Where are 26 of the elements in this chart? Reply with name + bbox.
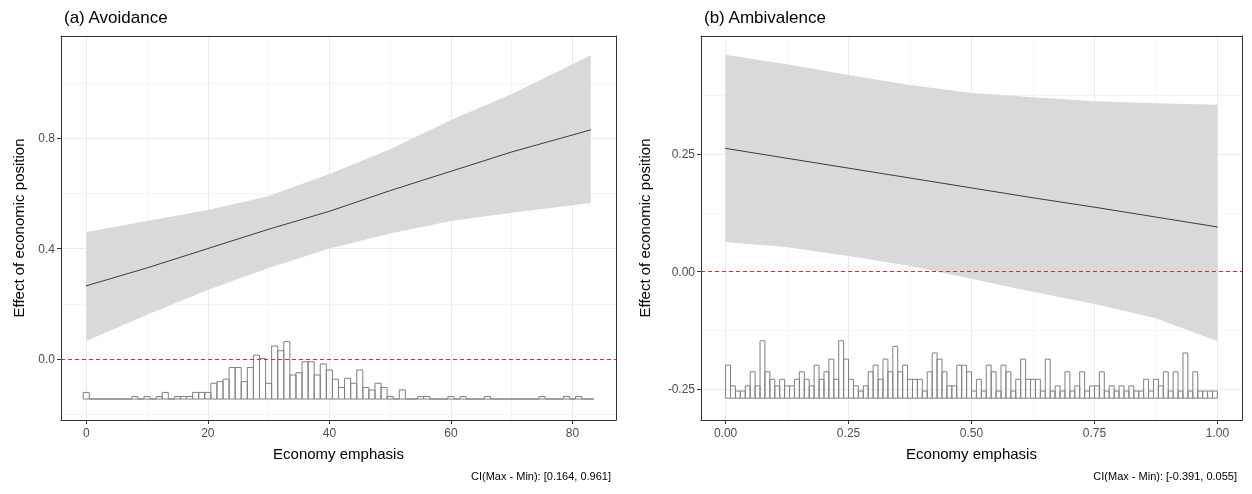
- y-tick-label: 0.00: [671, 264, 696, 279]
- x-axis-title: Economy emphasis: [273, 445, 404, 462]
- chart-title: (a) Avoidance: [64, 8, 168, 27]
- text: CI(Max - Min): [-0.391, 0.055]: [1093, 469, 1238, 482]
- x-tick-label: 0: [82, 426, 90, 440]
- chart-title: (b) Ambivalence: [704, 8, 826, 27]
- y-axis-title: Effect of economic position: [636, 138, 653, 318]
- y-tick-label: 0.25: [671, 147, 696, 162]
- x-tick-label: 20: [201, 426, 215, 440]
- x-tick-label: 0.50: [959, 426, 984, 440]
- y-tick-label: 0.8: [38, 131, 56, 146]
- y-tick-label: 0.0: [38, 351, 56, 366]
- x-tick-label: 0.00: [713, 426, 738, 440]
- line-series: [725, 147, 1218, 228]
- x-tick-label: 60: [444, 426, 458, 440]
- line-series: [85, 129, 592, 287]
- x-tick-label: 0.75: [1082, 426, 1107, 440]
- x-tick-label: 80: [565, 426, 580, 440]
- text: CI(Max - Min): [0.164, 0.961]: [471, 469, 611, 482]
- x-axis-title: Economy emphasis: [906, 445, 1037, 462]
- x-tick-label: 40: [322, 426, 337, 440]
- x-tick-label: 1.00: [1205, 426, 1230, 440]
- y-tick-label: -0.25: [667, 382, 696, 397]
- x-tick-label: 0.25: [836, 426, 861, 440]
- y-axis-title: Effect of economic position: [10, 138, 27, 318]
- y-tick-label: 0.4: [38, 241, 56, 256]
